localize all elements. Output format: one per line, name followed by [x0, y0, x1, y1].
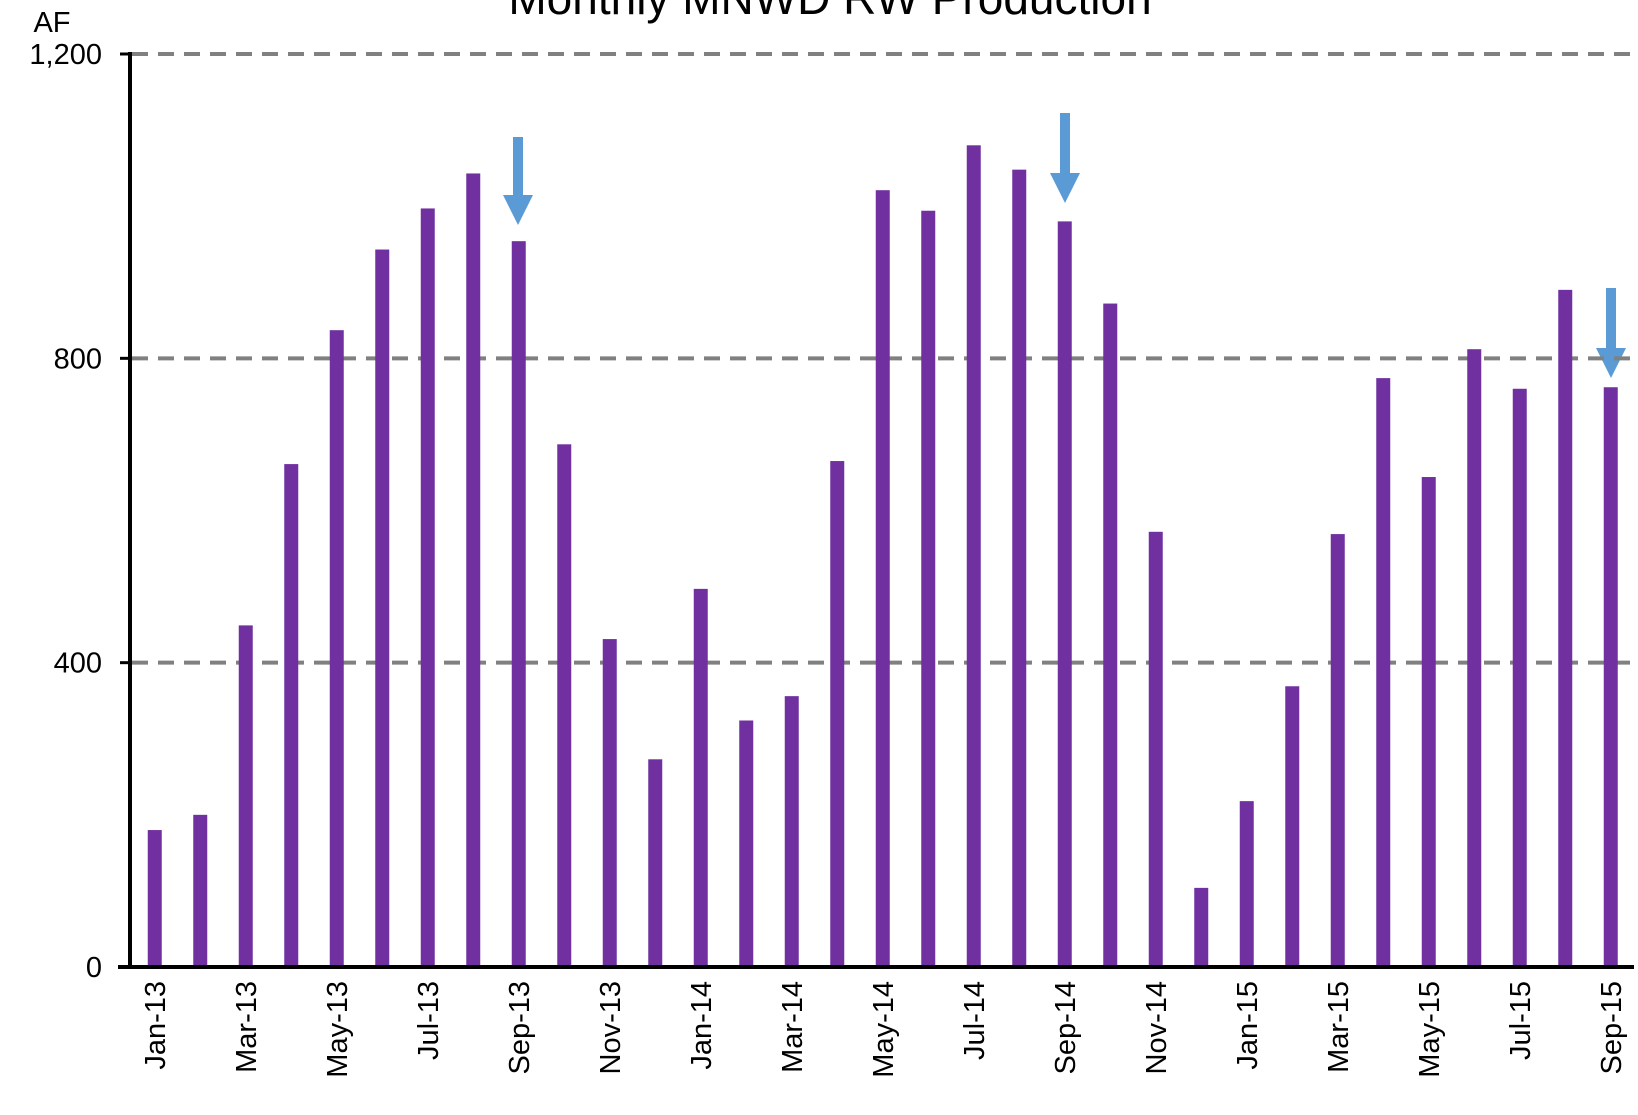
bar — [921, 210, 936, 967]
bar — [1285, 686, 1300, 967]
bar — [1148, 531, 1163, 967]
x-tick-label: May-13 — [322, 981, 354, 1078]
x-tick-label: Nov-14 — [1141, 981, 1173, 1075]
bar — [1603, 387, 1618, 967]
x-tick-label: May-15 — [1414, 981, 1446, 1078]
x-tick-label: Jan-14 — [686, 981, 718, 1070]
bar — [466, 173, 481, 968]
x-tick-label: Nov-13 — [595, 981, 627, 1075]
x-tick-label: Sep-15 — [1596, 981, 1628, 1075]
bar — [830, 461, 845, 967]
bar — [1376, 378, 1391, 967]
bar — [648, 759, 663, 967]
bar — [557, 444, 572, 967]
x-tick-label: Jan-13 — [140, 981, 172, 1070]
bar — [602, 639, 617, 967]
bar — [1421, 477, 1436, 967]
x-tick-label: Mar-14 — [777, 981, 809, 1073]
y-tick-label: 0 — [86, 952, 102, 984]
bar — [1194, 887, 1209, 967]
bar — [784, 696, 799, 967]
x-tick-label: Mar-13 — [231, 981, 263, 1073]
bar — [1512, 388, 1527, 967]
x-tick-label: Jul-14 — [959, 981, 991, 1060]
bar — [511, 241, 526, 968]
x-tick-label: Jul-13 — [413, 981, 445, 1060]
bar — [329, 330, 344, 967]
bar — [1330, 534, 1345, 967]
arrow-head — [1050, 173, 1080, 203]
annotation-arrows — [503, 113, 1626, 378]
arrow-head — [1596, 348, 1626, 378]
bar — [739, 720, 754, 967]
bar — [875, 190, 890, 968]
y-tick-label: 1,200 — [29, 39, 102, 71]
arrow-shaft — [1606, 288, 1616, 348]
x-tick-label: May-14 — [868, 981, 900, 1078]
bar — [1558, 289, 1573, 967]
bar — [193, 814, 208, 967]
bar — [1239, 801, 1254, 967]
chart-title: Monthly MNWD RW Production — [508, 0, 1151, 24]
bar — [1057, 221, 1072, 968]
bar — [1467, 349, 1482, 967]
x-tick-label: Sep-13 — [504, 981, 536, 1075]
bar — [375, 249, 390, 967]
arrow-shaft — [513, 137, 523, 195]
bar — [420, 208, 435, 968]
bar — [147, 830, 162, 967]
arrow-head — [503, 195, 533, 225]
y-tick-label: 800 — [54, 343, 102, 375]
y-tick-label: 400 — [54, 648, 102, 680]
arrow-shaft — [1060, 113, 1070, 173]
x-tick-label: Mar-15 — [1323, 981, 1355, 1073]
bar — [693, 588, 708, 967]
y-axis-label: AF — [33, 7, 70, 39]
bar — [238, 625, 253, 967]
bar — [284, 464, 299, 967]
bar — [966, 145, 981, 968]
x-tick-label: Jul-15 — [1505, 981, 1537, 1060]
x-tick-label: Sep-14 — [1050, 981, 1082, 1075]
bar — [1012, 169, 1027, 967]
bar — [1103, 303, 1118, 967]
x-tick-label: Jan-15 — [1232, 981, 1264, 1070]
